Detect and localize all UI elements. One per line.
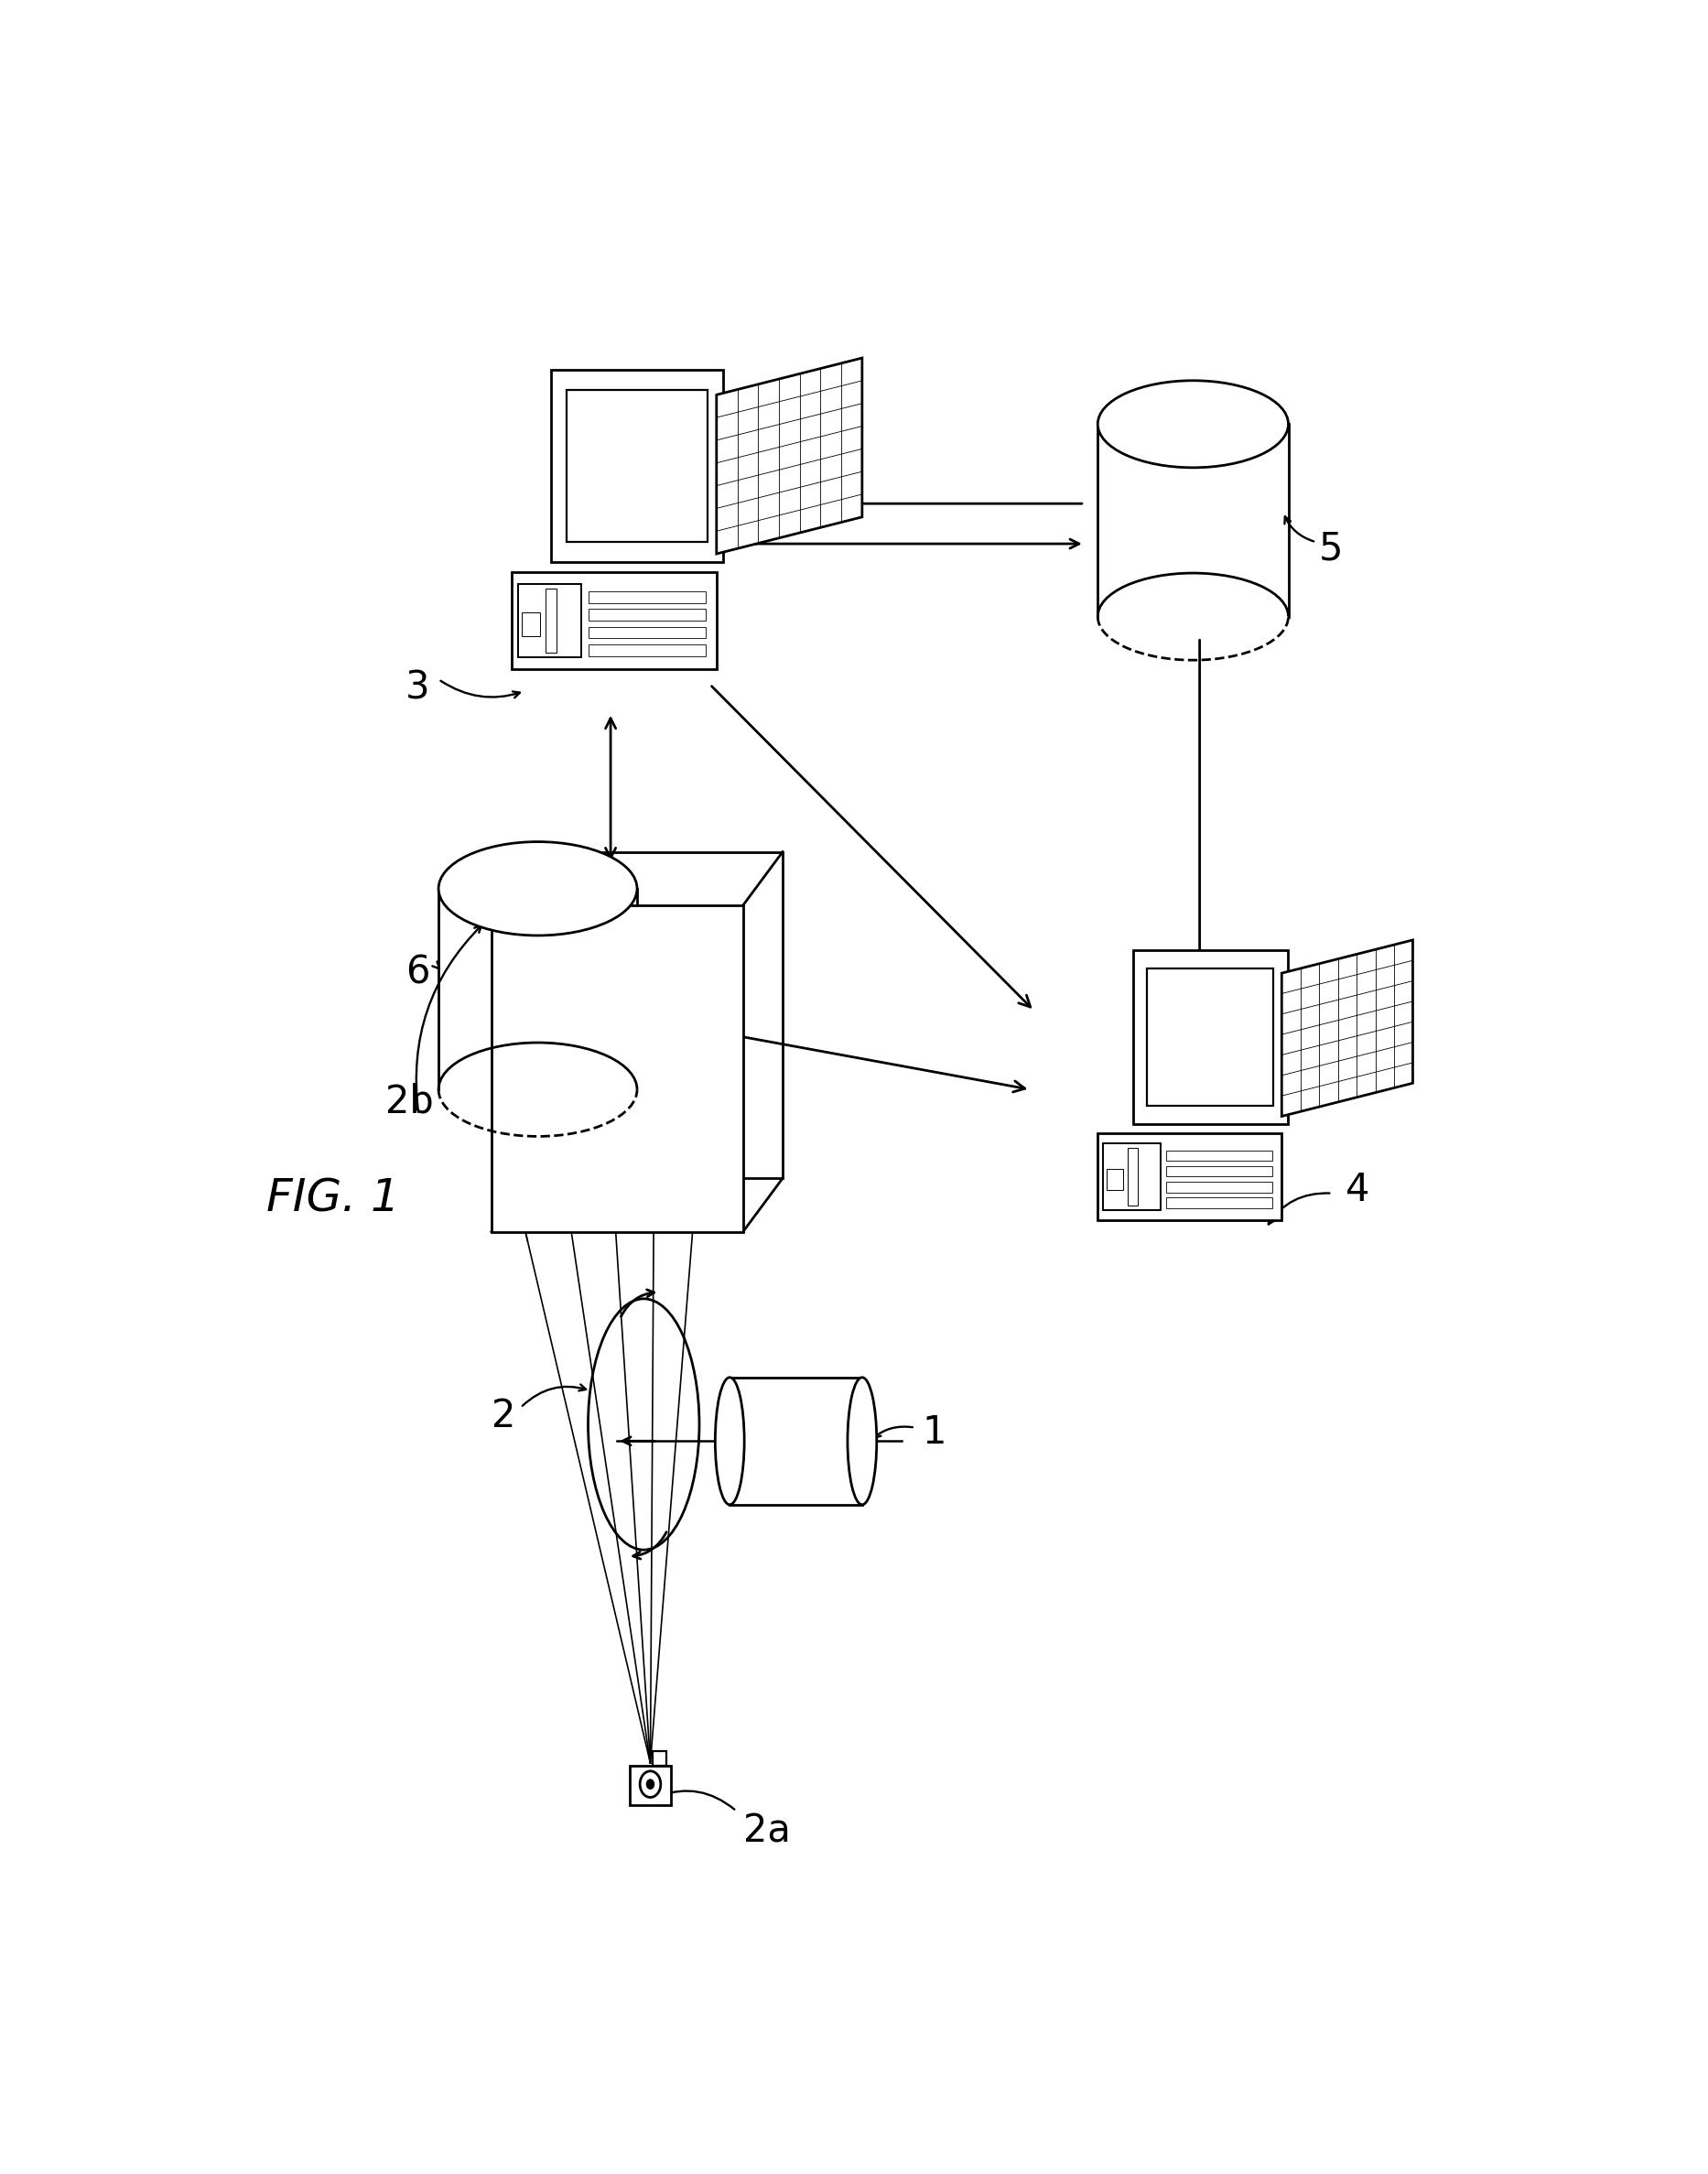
FancyBboxPatch shape	[1107, 1170, 1124, 1189]
Polygon shape	[439, 889, 637, 1089]
FancyBboxPatch shape	[1167, 1150, 1272, 1161]
FancyBboxPatch shape	[588, 591, 705, 602]
Text: 2: 2	[492, 1396, 516, 1435]
FancyBboxPatch shape	[1167, 1165, 1272, 1176]
Text: 1: 1	[922, 1413, 946, 1452]
FancyBboxPatch shape	[523, 613, 540, 635]
FancyBboxPatch shape	[588, 644, 705, 657]
FancyBboxPatch shape	[567, 389, 707, 541]
FancyBboxPatch shape	[588, 626, 705, 639]
FancyBboxPatch shape	[1132, 950, 1288, 1124]
Text: 6: 6	[405, 952, 430, 991]
FancyBboxPatch shape	[1167, 1198, 1272, 1209]
FancyBboxPatch shape	[547, 589, 557, 652]
Text: 4: 4	[1346, 1172, 1370, 1209]
FancyBboxPatch shape	[518, 585, 581, 657]
FancyBboxPatch shape	[1103, 1144, 1160, 1209]
Ellipse shape	[847, 1378, 876, 1504]
FancyBboxPatch shape	[588, 609, 705, 622]
Ellipse shape	[716, 1378, 745, 1504]
FancyBboxPatch shape	[1127, 1148, 1138, 1204]
Text: FIG. 1: FIG. 1	[266, 1176, 400, 1220]
FancyBboxPatch shape	[1148, 970, 1274, 1107]
FancyBboxPatch shape	[630, 1765, 671, 1804]
Circle shape	[647, 1781, 654, 1789]
Polygon shape	[1098, 424, 1288, 617]
Circle shape	[640, 1772, 661, 1798]
FancyBboxPatch shape	[552, 370, 722, 563]
Text: 2b: 2b	[386, 1083, 434, 1120]
Ellipse shape	[439, 841, 637, 935]
Text: 5: 5	[1319, 530, 1342, 567]
Polygon shape	[492, 904, 743, 1233]
Polygon shape	[717, 359, 863, 554]
Polygon shape	[1281, 939, 1413, 1115]
FancyBboxPatch shape	[511, 572, 717, 670]
Ellipse shape	[1098, 380, 1288, 467]
Text: 2a: 2a	[743, 1811, 791, 1850]
Polygon shape	[729, 1378, 863, 1504]
Text: 3: 3	[405, 670, 430, 707]
Polygon shape	[531, 852, 782, 1178]
FancyBboxPatch shape	[652, 1752, 666, 1765]
FancyBboxPatch shape	[1167, 1183, 1272, 1191]
FancyBboxPatch shape	[1097, 1133, 1281, 1220]
